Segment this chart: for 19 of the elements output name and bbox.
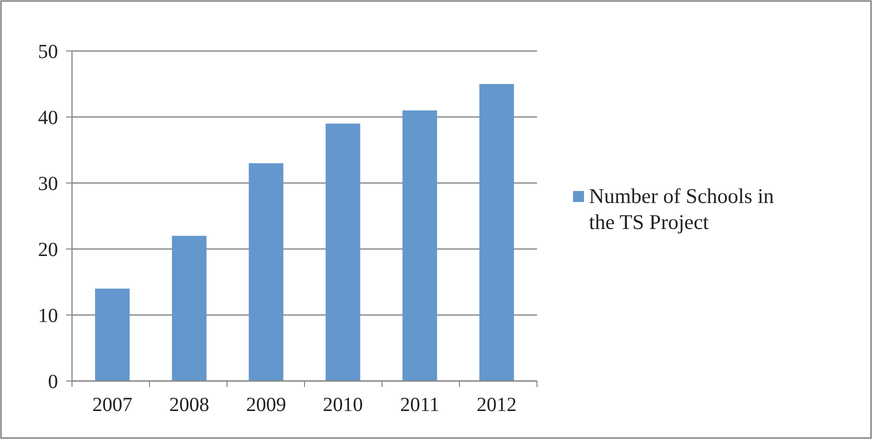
x-tick-label: 2009 [246, 394, 286, 416]
bar [248, 163, 284, 381]
x-tick-label: 2008 [169, 394, 210, 416]
y-tick-label: 20 [38, 239, 58, 261]
bar [172, 236, 207, 381]
y-tick-label: 10 [38, 305, 58, 327]
x-tick-label: 2011 [400, 394, 440, 416]
bar [326, 124, 360, 381]
y-tick-label: 30 [38, 173, 58, 195]
x-tick-label: 2012 [476, 394, 517, 416]
y-tick-label: 0 [48, 371, 58, 393]
legend-label: Number of Schools in the TS Project [589, 184, 774, 234]
bar [479, 84, 514, 381]
y-tick-label: 40 [38, 107, 58, 129]
y-tick-label: 50 [38, 41, 58, 63]
bar [95, 288, 130, 381]
bar [402, 110, 438, 381]
x-tick-label: 2010 [322, 394, 363, 416]
x-tick-label: 2007 [92, 394, 132, 416]
